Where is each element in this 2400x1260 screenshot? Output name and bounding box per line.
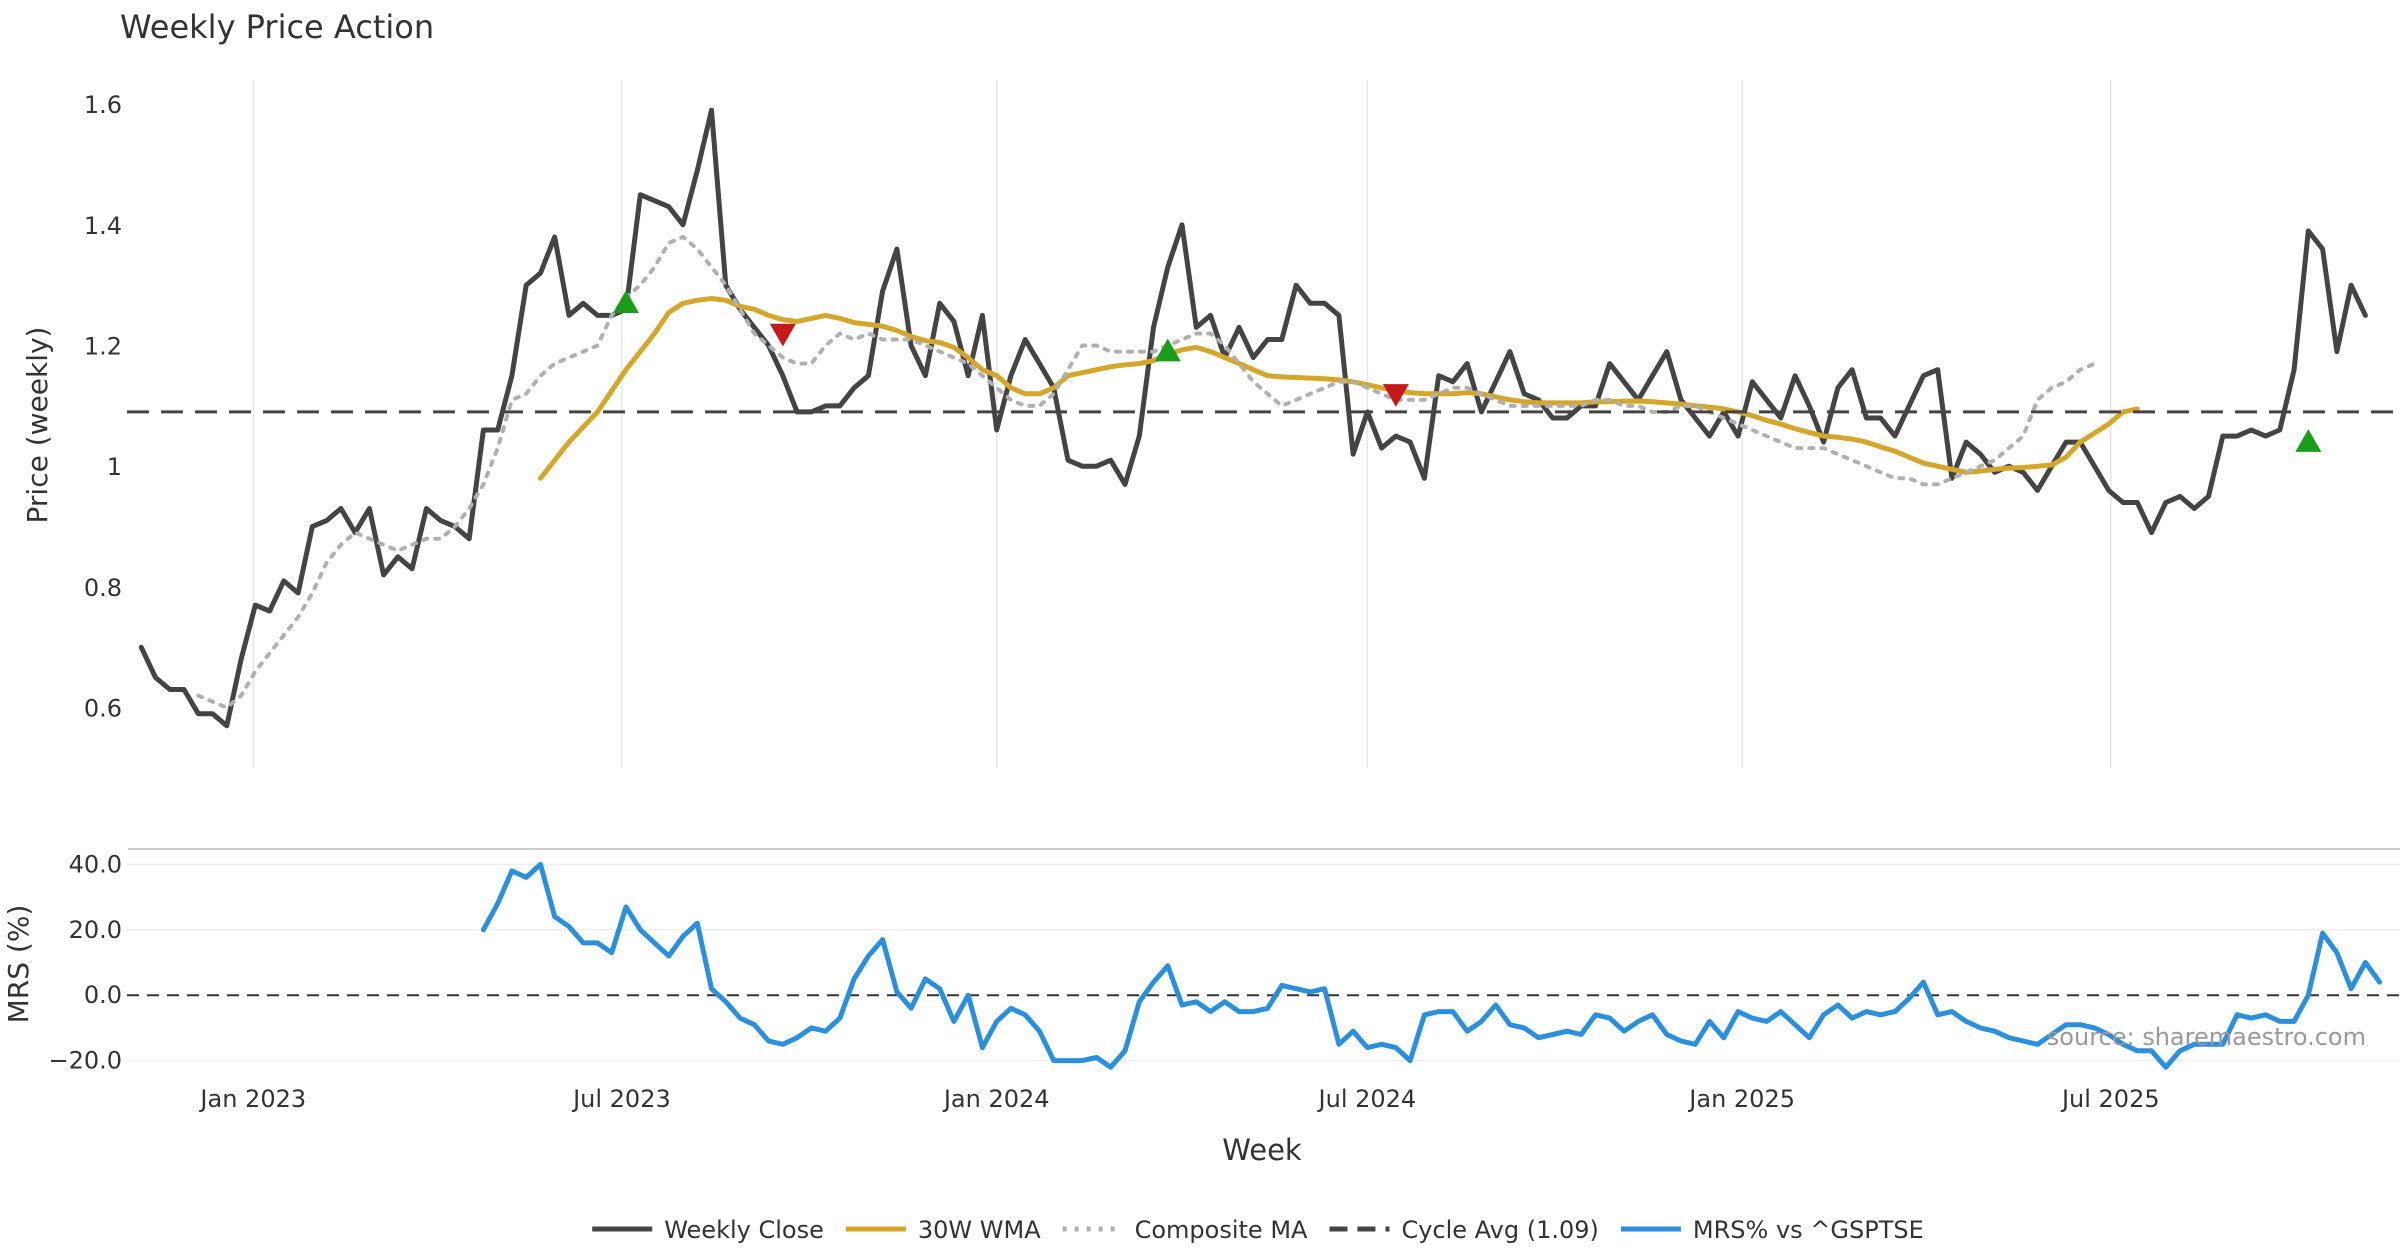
mrs-y-tick-label: −20.0 — [48, 1047, 122, 1075]
legend-label: MRS% vs ^GSPTSE — [1693, 1216, 1924, 1244]
y-tick-label: 0.6 — [84, 695, 122, 723]
mrs-y-tick-label: 0.0 — [84, 981, 122, 1009]
price-y-axis-label: Price (weekly) — [21, 327, 54, 524]
legend-label: Weekly Close — [664, 1216, 824, 1244]
x-tick-label: Jul 2024 — [1317, 1085, 1417, 1113]
x-tick-label: Jan 2023 — [198, 1085, 306, 1113]
legend-label: 30W WMA — [918, 1216, 1041, 1244]
y-tick-label: 0.8 — [84, 574, 122, 602]
x-tick-label: Jan 2024 — [942, 1085, 1050, 1113]
mrs-y-tick-label: 20.0 — [69, 916, 122, 944]
sell-signal-marker — [1382, 384, 1409, 407]
buy-signal-marker — [2295, 429, 2322, 452]
buy-signal-marker — [1154, 338, 1181, 362]
y-tick-label: 1.2 — [84, 333, 122, 361]
x-tick-label: Jul 2023 — [571, 1085, 671, 1113]
x-tick-label: Jul 2025 — [2060, 1085, 2160, 1113]
chart-title: Weekly Price Action — [120, 8, 434, 46]
30w-wma-line — [538, 296, 2140, 481]
x-axis-label: Week — [1222, 1133, 1302, 1167]
y-tick-label: 1.4 — [84, 212, 122, 240]
price-panel: 0.6 0.8 1 1.2 1.4 1.6 — [84, 80, 2400, 768]
buy-signal-marker — [613, 290, 640, 314]
y-tick-label: 1 — [107, 453, 122, 481]
mrs-vs-gsptse-line — [480, 861, 2383, 1070]
x-tick-label: Jan 2025 — [1687, 1085, 1795, 1113]
legend-label: Composite MA — [1135, 1216, 1308, 1244]
mrs-y-tick-label: 40.0 — [69, 850, 122, 878]
sell-signal-marker — [769, 323, 796, 347]
mrs-panel: 40.0 20.0 0.0 −20.0 Jan 2023 Jul 2023 Jan 202… — [48, 850, 2400, 1113]
source-annotation: source: sharemaestro.com — [2047, 1023, 2366, 1051]
y-tick-label: 1.6 — [84, 91, 122, 119]
mrs-y-axis-label: MRS (%) — [2, 905, 35, 1024]
weekly-close-line — [138, 107, 2368, 729]
legend: Weekly Close 30W WMA Composite MA Cycle Avg… — [592, 1216, 1924, 1244]
composite-ma-line — [196, 234, 2097, 710]
legend-label: Cycle Avg (1.09) — [1401, 1216, 1598, 1244]
